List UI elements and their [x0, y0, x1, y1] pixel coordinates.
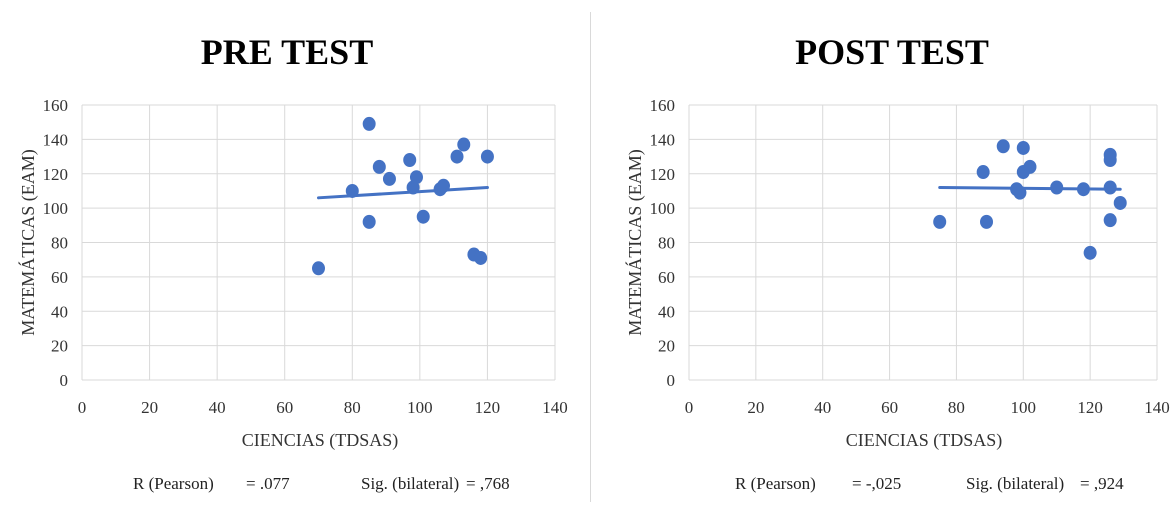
post-y-tick-label: 0	[667, 371, 676, 390]
post-data-point	[996, 139, 1010, 154]
post-y-tick-label: 160	[650, 96, 676, 115]
pre-y-tick-label: 0	[60, 371, 69, 390]
post-x-tick-label: 0	[685, 398, 694, 417]
post-x-tick-label: 80	[948, 398, 965, 417]
post-stat-r-label: R (Pearson)	[735, 474, 816, 493]
pre-data-point	[403, 153, 417, 167]
pre-x-tick-label: 20	[141, 398, 158, 417]
post-stat-sig-label: Sig. (bilateral)	[966, 474, 1064, 493]
pre-data-point	[312, 261, 325, 276]
post-data-point	[980, 214, 994, 229]
post-trendline	[938, 186, 1122, 191]
pre-y-tick-label: 140	[43, 130, 69, 149]
pre-x-tick-label: 140	[542, 398, 568, 417]
pre-data-point	[409, 170, 423, 185]
post-y-tick-label: 60	[658, 268, 675, 287]
post-data-point	[1076, 182, 1090, 197]
post-data-point	[1050, 180, 1064, 195]
pre-data-point	[345, 183, 359, 198]
pre-y-tick-label: 100	[43, 199, 69, 218]
pre-stat-sig-value: = ,768	[466, 474, 510, 493]
pre-y-axis-label: MATEMÁTICAS (EAM)	[17, 149, 39, 336]
post-data-point	[1103, 153, 1117, 167]
pre-stat-sig-label: Sig. (bilateral)	[361, 474, 459, 493]
post-y-tick-label: 140	[650, 130, 676, 149]
post-data-point	[1023, 159, 1037, 174]
post-chart-title: POST TEST	[795, 32, 989, 72]
pre-x-tick-label: 0	[78, 398, 87, 417]
post-y-tick-label: 120	[650, 165, 676, 184]
pre-stat-r-value: = .077	[246, 474, 290, 493]
post-data-point	[1083, 245, 1097, 260]
pre-data-point	[362, 116, 376, 131]
pre-data-point	[450, 149, 464, 164]
post-data-point	[1103, 213, 1117, 228]
post-stat-r-value: = -,025	[852, 474, 901, 493]
pre-chart-title: PRE TEST	[201, 32, 373, 72]
pre-data-point	[416, 209, 430, 224]
post-data-point	[1016, 140, 1030, 155]
post-y-tick-label: 100	[650, 199, 676, 218]
pre-data-point	[382, 171, 396, 186]
post-y-axis-label: MATEMÁTICAS (EAM)	[624, 149, 646, 336]
post-data-point	[933, 214, 947, 229]
post-x-tick-label: 100	[1011, 398, 1037, 417]
pre-trendline	[317, 186, 489, 200]
pre-data-point	[372, 159, 386, 174]
post-data-point	[976, 165, 990, 180]
pre-y-tick-label: 120	[43, 165, 69, 184]
pre-x-axis-label: CIENCIAS (TDSAS)	[242, 430, 399, 451]
pre-y-tick-label: 40	[51, 302, 68, 321]
pre-data-point	[474, 250, 488, 265]
pre-y-tick-label: 80	[51, 234, 68, 253]
pre-data-point	[480, 149, 494, 164]
pre-data-point	[362, 214, 376, 229]
post-data-point	[1013, 185, 1027, 200]
post-y-tick-label: 40	[658, 302, 675, 321]
panel-divider	[590, 12, 591, 502]
post-stat-sig-value: = ,924	[1080, 474, 1124, 493]
pre-y-tick-label: 60	[51, 268, 68, 287]
pre-data-point	[437, 178, 451, 193]
pre-x-tick-label: 120	[475, 398, 501, 417]
pre-x-tick-label: 60	[276, 398, 293, 417]
pre-y-tick-label: 20	[51, 337, 68, 356]
post-y-tick-label: 20	[658, 337, 675, 356]
pre-x-tick-label: 80	[344, 398, 361, 417]
pre-x-tick-label: 40	[209, 398, 226, 417]
post-x-tick-label: 140	[1144, 398, 1170, 417]
pre-data-point	[457, 137, 471, 152]
post-x-tick-label: 20	[747, 398, 764, 417]
pre-y-tick-label: 160	[43, 96, 69, 115]
post-x-tick-label: 60	[881, 398, 898, 417]
post-x-tick-label: 40	[814, 398, 831, 417]
pre-x-tick-label: 100	[407, 398, 433, 417]
pre-stat-r-label: R (Pearson)	[133, 474, 214, 493]
post-x-axis-label: CIENCIAS (TDSAS)	[846, 430, 1003, 451]
post-data-point	[1113, 195, 1127, 210]
post-y-tick-label: 80	[658, 234, 675, 253]
post-x-tick-label: 120	[1077, 398, 1103, 417]
post-data-point	[1103, 180, 1117, 195]
